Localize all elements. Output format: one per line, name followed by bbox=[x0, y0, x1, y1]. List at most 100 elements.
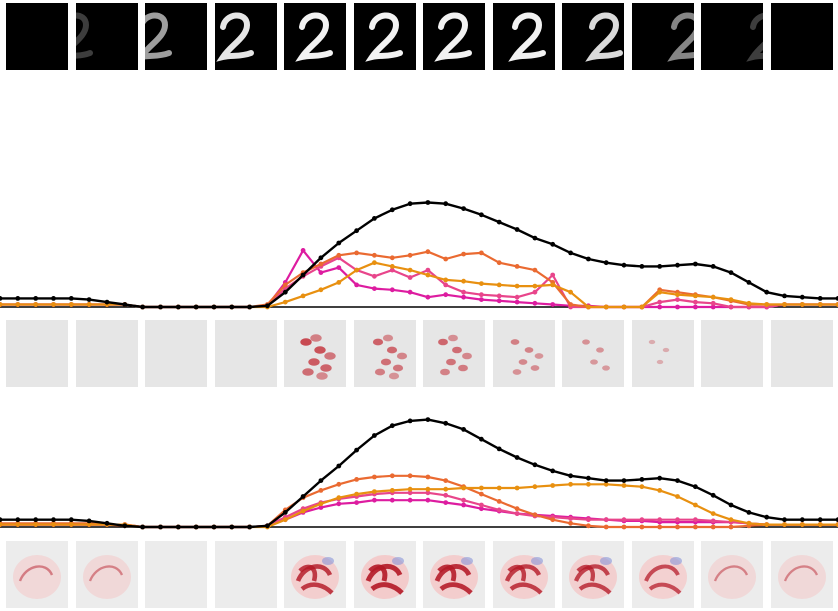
chart-top-data-point bbox=[461, 289, 466, 295]
digit-glyph-icon bbox=[666, 12, 694, 62]
chart-top-data-point bbox=[175, 304, 181, 310]
digit-glyph-icon bbox=[585, 12, 623, 62]
chart-bottom-data-point bbox=[639, 477, 645, 482]
chart-top-data-point bbox=[817, 296, 823, 301]
chart-bottom-data-point bbox=[33, 522, 39, 527]
attribution-line-chart-bottom bbox=[0, 417, 838, 530]
attribution-blot-icon bbox=[13, 555, 61, 599]
chart-bottom-data-point bbox=[657, 524, 663, 530]
chart-top-data-point bbox=[0, 302, 3, 307]
chart-top-data-point bbox=[693, 261, 698, 267]
chart-top-data-point bbox=[372, 216, 377, 221]
chart-top-data-point bbox=[728, 304, 734, 310]
chart-top-data-point bbox=[300, 248, 306, 253]
chart-bottom-data-point bbox=[550, 517, 556, 523]
chart-bottom-series-1 bbox=[0, 417, 838, 530]
chart-top-data-point bbox=[33, 296, 39, 301]
chart-bottom-data-point bbox=[68, 517, 74, 523]
chart-top-data-point bbox=[461, 278, 466, 284]
chart-bottom-data-point bbox=[782, 517, 787, 523]
heatmap-top-tile-6 bbox=[353, 320, 416, 387]
chart-top-data-point bbox=[389, 287, 395, 293]
heatmap-bottom-tile-11 bbox=[701, 541, 763, 608]
chart-bottom-data-point bbox=[586, 481, 591, 487]
chart-bottom-data-point bbox=[318, 478, 324, 483]
attribution-blot-icon bbox=[638, 555, 687, 599]
chart-top-data-point bbox=[389, 264, 395, 269]
chart-bottom-data-point bbox=[336, 481, 342, 487]
chart-bottom-data-point bbox=[639, 484, 645, 490]
chart-bottom-data-point bbox=[443, 500, 449, 505]
chart-bottom-data-point bbox=[657, 475, 663, 481]
chart-bottom-data-point bbox=[532, 512, 538, 518]
heatmap-top-tile-4 bbox=[214, 320, 277, 387]
input-frame-7 bbox=[423, 3, 485, 70]
attribution-blot-icon bbox=[708, 555, 756, 599]
chart-top-data-point bbox=[817, 302, 823, 307]
chart-top-series-3 bbox=[0, 255, 838, 310]
chart-bottom-data-point bbox=[354, 477, 359, 482]
chart-top-data-point bbox=[586, 304, 591, 310]
input-frame-10 bbox=[631, 3, 694, 70]
chart-bottom-data-point bbox=[265, 523, 270, 529]
chart-bottom-data-point bbox=[675, 478, 680, 483]
chart-top-data-point bbox=[211, 304, 217, 310]
chart-bottom-data-point bbox=[407, 418, 413, 424]
chart-top-data-point bbox=[657, 299, 663, 305]
chart-bottom-data-point bbox=[407, 497, 413, 503]
chart-top-data-point bbox=[639, 304, 645, 310]
chart-bottom-data-point bbox=[639, 524, 645, 530]
chart-bottom-data-point bbox=[568, 520, 573, 526]
chart-bottom-data-point bbox=[68, 522, 74, 527]
attribution-blot-icon bbox=[499, 555, 548, 599]
chart-top-data-point bbox=[15, 302, 21, 307]
chart-bottom-data-point bbox=[389, 423, 395, 429]
chart-top-data-point bbox=[621, 262, 627, 268]
chart-bottom-data-point bbox=[657, 488, 663, 493]
chart-bottom-data-point bbox=[336, 495, 342, 501]
chart-bottom-data-point bbox=[710, 524, 716, 530]
chart-top-data-point bbox=[764, 289, 770, 295]
chart-bottom-data-point bbox=[479, 491, 484, 497]
chart-top-data-point bbox=[675, 292, 680, 298]
chart-top-data-point bbox=[33, 302, 39, 307]
chart-bottom-data-point bbox=[621, 483, 627, 488]
attribution-blot-icon bbox=[82, 555, 131, 599]
chart-top-data-point bbox=[764, 302, 770, 307]
digit-glyph-icon bbox=[364, 12, 403, 62]
chart-top-data-point bbox=[710, 300, 716, 306]
chart-bottom-data-point bbox=[372, 474, 377, 480]
heatmap-top-tile-10 bbox=[631, 320, 694, 387]
chart-bottom-data-point bbox=[86, 518, 92, 524]
chart-bottom-data-point bbox=[407, 490, 413, 496]
attribution-blot-icon bbox=[430, 555, 478, 599]
chart-top-data-point bbox=[479, 250, 484, 256]
chart-bottom-data-point bbox=[693, 484, 698, 490]
chart-bottom-data-point bbox=[746, 520, 752, 526]
chart-top-data-point bbox=[372, 273, 377, 279]
chart-bottom-data-point bbox=[211, 524, 217, 530]
chart-bottom-data-point bbox=[728, 502, 734, 508]
chart-bottom-data-point bbox=[51, 522, 56, 527]
chart-bottom-data-point bbox=[693, 524, 698, 530]
chart-bottom-data-point bbox=[621, 517, 627, 523]
chart-bottom-data-point bbox=[675, 517, 680, 523]
chart-bottom-data-point bbox=[532, 484, 538, 490]
chart-top-data-point bbox=[354, 228, 359, 234]
chart-top-data-point bbox=[300, 272, 306, 278]
chart-bottom-data-point bbox=[728, 524, 734, 530]
chart-top-data-point bbox=[603, 304, 609, 310]
chart-bottom-data-point bbox=[746, 510, 752, 515]
chart-top-data-point bbox=[282, 299, 288, 305]
chart-top-series-1 bbox=[0, 200, 838, 310]
chart-bottom-data-point bbox=[693, 502, 698, 508]
chart-top-data-point bbox=[479, 297, 484, 302]
heatmap-top-tile-1 bbox=[6, 320, 68, 387]
chart-top-data-point bbox=[782, 293, 787, 299]
chart-bottom-data-point bbox=[603, 481, 609, 487]
chart-top-data-point bbox=[514, 294, 520, 300]
chart-bottom-data-point bbox=[15, 517, 21, 523]
chart-top-data-point bbox=[229, 304, 235, 310]
chart-bottom-data-point bbox=[425, 417, 431, 422]
chart-top-data-point bbox=[568, 250, 573, 256]
